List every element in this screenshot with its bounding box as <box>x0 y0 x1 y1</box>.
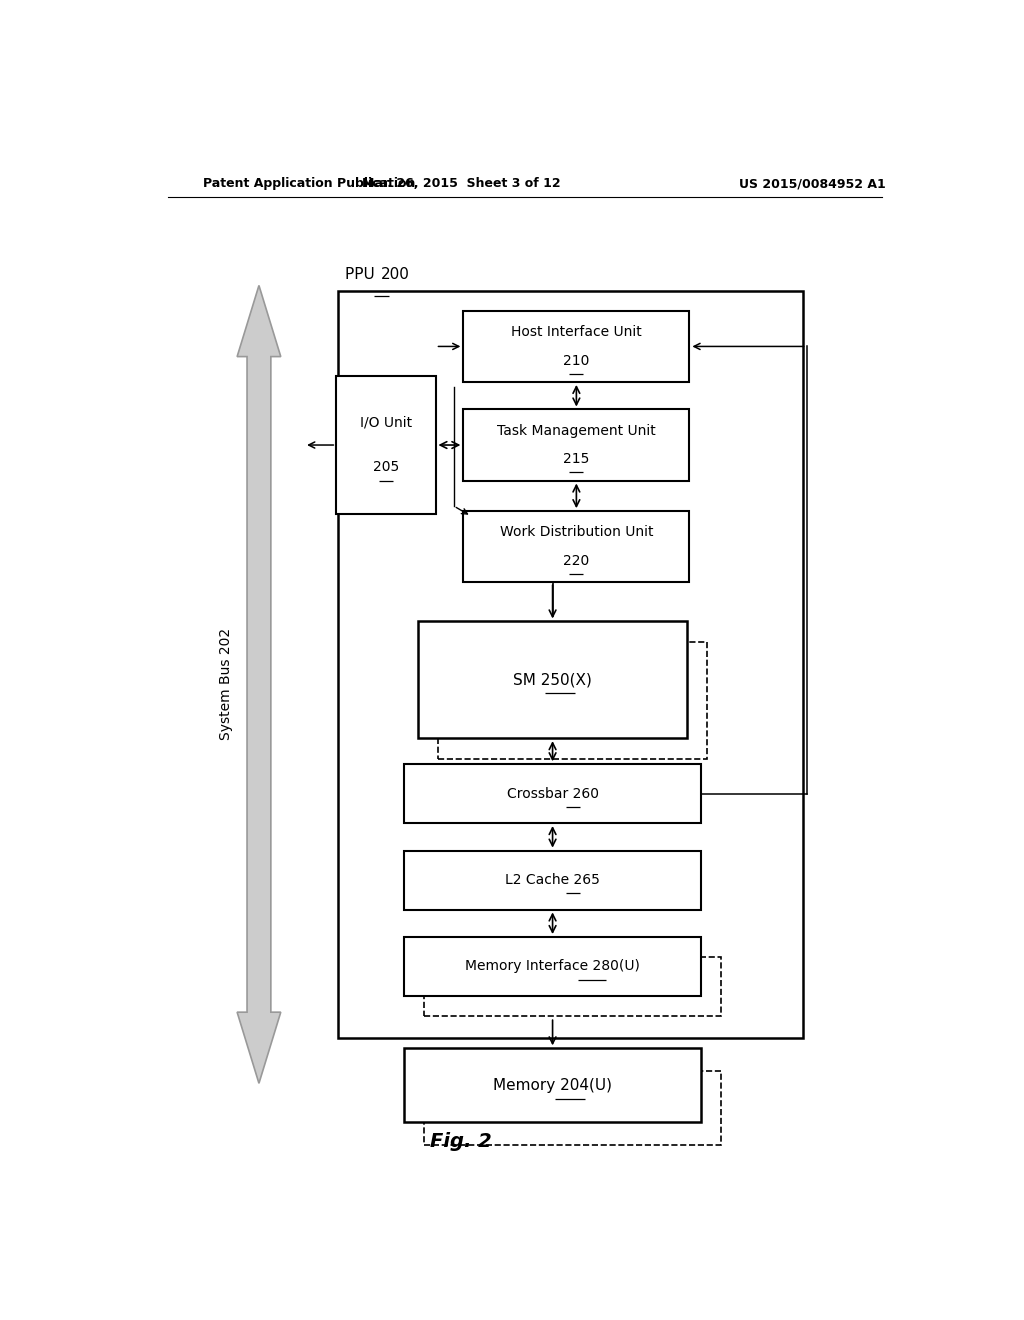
Text: Mar. 26, 2015  Sheet 3 of 12: Mar. 26, 2015 Sheet 3 of 12 <box>362 177 560 190</box>
Bar <box>336 376 435 513</box>
Bar <box>463 409 689 480</box>
Text: US 2015/0084952 A1: US 2015/0084952 A1 <box>739 177 886 190</box>
Bar <box>403 937 701 995</box>
Text: Patent Application Publication: Patent Application Publication <box>204 177 416 190</box>
Text: Fig. 2: Fig. 2 <box>430 1131 493 1151</box>
Polygon shape <box>238 285 281 1084</box>
Text: 215: 215 <box>563 453 590 466</box>
Text: Task Management Unit: Task Management Unit <box>497 424 655 438</box>
Text: Memory 204(U): Memory 204(U) <box>494 1078 612 1093</box>
Text: 210: 210 <box>563 354 590 368</box>
Text: 200: 200 <box>381 268 410 282</box>
Bar <box>418 622 687 738</box>
Text: System Bus 202: System Bus 202 <box>218 628 232 741</box>
Bar <box>424 957 721 1016</box>
Text: 205: 205 <box>373 461 399 474</box>
Bar <box>424 1071 721 1144</box>
Bar <box>463 312 689 381</box>
Bar <box>403 1048 701 1122</box>
Text: PPU: PPU <box>345 268 379 282</box>
Text: Host Interface Unit: Host Interface Unit <box>511 325 642 339</box>
Bar <box>463 511 689 582</box>
Text: Work Distribution Unit: Work Distribution Unit <box>500 525 653 540</box>
Bar <box>338 290 803 1038</box>
Text: L2 Cache 265: L2 Cache 265 <box>505 873 600 887</box>
Text: I/O Unit: I/O Unit <box>359 416 412 430</box>
Text: Crossbar 260: Crossbar 260 <box>507 787 599 801</box>
Bar <box>403 764 701 824</box>
Bar <box>437 642 708 759</box>
Text: 220: 220 <box>563 554 590 568</box>
Text: SM 250(X): SM 250(X) <box>513 672 592 688</box>
Bar <box>403 850 701 909</box>
Text: Memory Interface 280(U): Memory Interface 280(U) <box>465 960 640 973</box>
